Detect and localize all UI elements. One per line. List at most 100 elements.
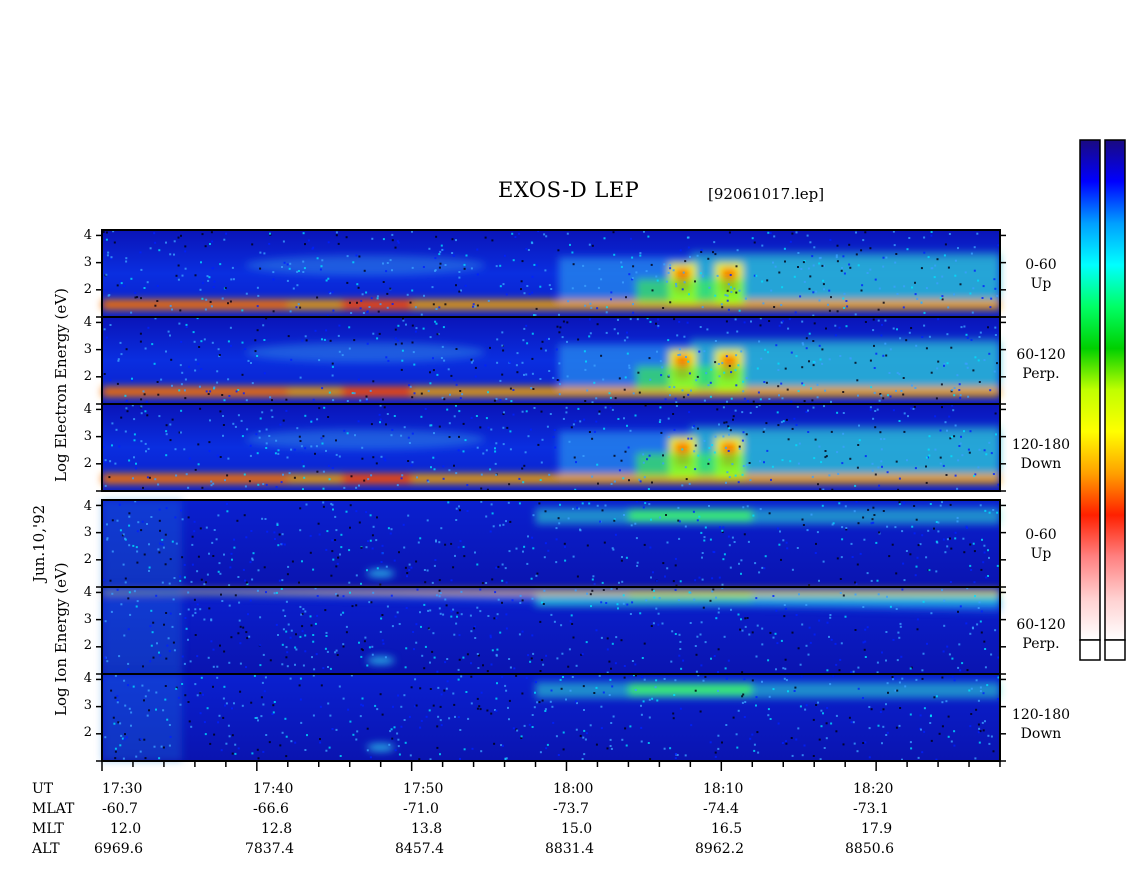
y-tick-label: 3 bbox=[83, 255, 92, 270]
mlt-value: 17.9 bbox=[861, 821, 893, 837]
speckle bbox=[285, 656, 288, 659]
speckle bbox=[150, 516, 153, 518]
speckle bbox=[631, 601, 634, 604]
speckle bbox=[667, 339, 670, 342]
speckle bbox=[905, 339, 908, 342]
speckle bbox=[455, 348, 458, 350]
speckle bbox=[302, 232, 305, 235]
speckle bbox=[811, 399, 814, 402]
speckle bbox=[688, 293, 690, 296]
speckle bbox=[723, 553, 726, 556]
ion-blob bbox=[366, 656, 395, 665]
speckle bbox=[818, 262, 821, 265]
speckle bbox=[747, 540, 750, 543]
speckle bbox=[349, 301, 351, 304]
speckle bbox=[386, 292, 389, 295]
speckle bbox=[693, 450, 696, 453]
speckle bbox=[365, 398, 368, 401]
speckle bbox=[830, 638, 833, 641]
speckle bbox=[398, 623, 401, 625]
speckle bbox=[783, 677, 786, 680]
speckle bbox=[583, 709, 585, 711]
speckle bbox=[459, 540, 462, 543]
speckle bbox=[299, 529, 302, 532]
speckle bbox=[862, 697, 864, 699]
speckle bbox=[626, 603, 629, 606]
speckle bbox=[970, 569, 973, 571]
speckle bbox=[893, 285, 896, 288]
speckle bbox=[660, 431, 663, 434]
speckle bbox=[912, 407, 915, 410]
speckle bbox=[116, 588, 119, 591]
speckle bbox=[922, 600, 925, 603]
speckle bbox=[959, 394, 962, 397]
speckle bbox=[892, 409, 895, 412]
speckle bbox=[673, 318, 676, 321]
speckle bbox=[684, 525, 687, 528]
speckle bbox=[125, 257, 128, 260]
speckle bbox=[508, 658, 511, 660]
speckle bbox=[212, 482, 215, 485]
speckle bbox=[819, 358, 822, 361]
speckle bbox=[389, 730, 392, 733]
speckle bbox=[836, 451, 839, 454]
speckle bbox=[286, 651, 289, 654]
speckle bbox=[567, 517, 570, 520]
speckle bbox=[501, 579, 504, 582]
speckle bbox=[791, 568, 794, 571]
speckle bbox=[365, 291, 368, 294]
speckle bbox=[795, 738, 798, 741]
speckle bbox=[658, 597, 661, 600]
speckle bbox=[891, 676, 894, 678]
speckle bbox=[860, 289, 863, 292]
speckle bbox=[522, 481, 525, 484]
speckle bbox=[446, 408, 449, 411]
speckle bbox=[975, 708, 978, 711]
speckle bbox=[522, 550, 524, 553]
speckle bbox=[649, 546, 652, 549]
speckle bbox=[749, 479, 752, 482]
speckle bbox=[616, 603, 619, 606]
speckle bbox=[889, 605, 892, 608]
speckle bbox=[989, 306, 992, 309]
speckle bbox=[885, 659, 887, 662]
speckle bbox=[172, 641, 175, 644]
speckle bbox=[943, 624, 946, 627]
speckle bbox=[408, 715, 411, 718]
speckle bbox=[970, 687, 973, 690]
speckle bbox=[371, 534, 374, 537]
speckle bbox=[826, 621, 829, 624]
speckle bbox=[298, 435, 301, 438]
speckle bbox=[155, 708, 157, 711]
speckle bbox=[241, 704, 244, 707]
speckle bbox=[845, 300, 848, 302]
speckle bbox=[411, 432, 414, 435]
speckle bbox=[485, 582, 488, 584]
speckle bbox=[610, 722, 613, 724]
speckle bbox=[248, 480, 251, 483]
speckle bbox=[371, 645, 374, 648]
speckle bbox=[451, 238, 454, 241]
speckle bbox=[480, 500, 483, 503]
speckle bbox=[135, 605, 138, 608]
speckle bbox=[278, 579, 281, 582]
speckle bbox=[764, 348, 767, 351]
speckle bbox=[200, 340, 203, 343]
speckle bbox=[429, 371, 431, 374]
speckle bbox=[139, 251, 142, 254]
speckle bbox=[226, 510, 229, 513]
speckle bbox=[193, 530, 196, 533]
speckle bbox=[690, 724, 693, 727]
speckle bbox=[444, 303, 447, 306]
speckle bbox=[793, 690, 796, 692]
speckle bbox=[628, 479, 630, 482]
speckle bbox=[481, 582, 484, 585]
speckle bbox=[508, 718, 510, 721]
speckle bbox=[316, 296, 319, 299]
speckle bbox=[609, 406, 612, 409]
mlat-value: -73.1 bbox=[853, 801, 889, 817]
speckle bbox=[324, 609, 327, 612]
speckle bbox=[931, 267, 934, 270]
speckle bbox=[819, 488, 822, 491]
speckle bbox=[739, 628, 742, 631]
